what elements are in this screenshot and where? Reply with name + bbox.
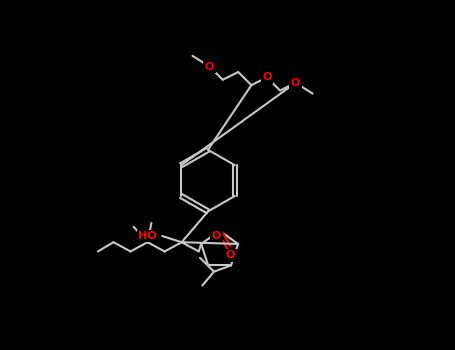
Text: O: O — [212, 231, 221, 241]
Text: HO: HO — [138, 231, 157, 241]
Text: O: O — [262, 72, 272, 82]
Text: O: O — [205, 62, 214, 72]
Text: O: O — [226, 250, 235, 260]
Text: O: O — [291, 78, 300, 88]
